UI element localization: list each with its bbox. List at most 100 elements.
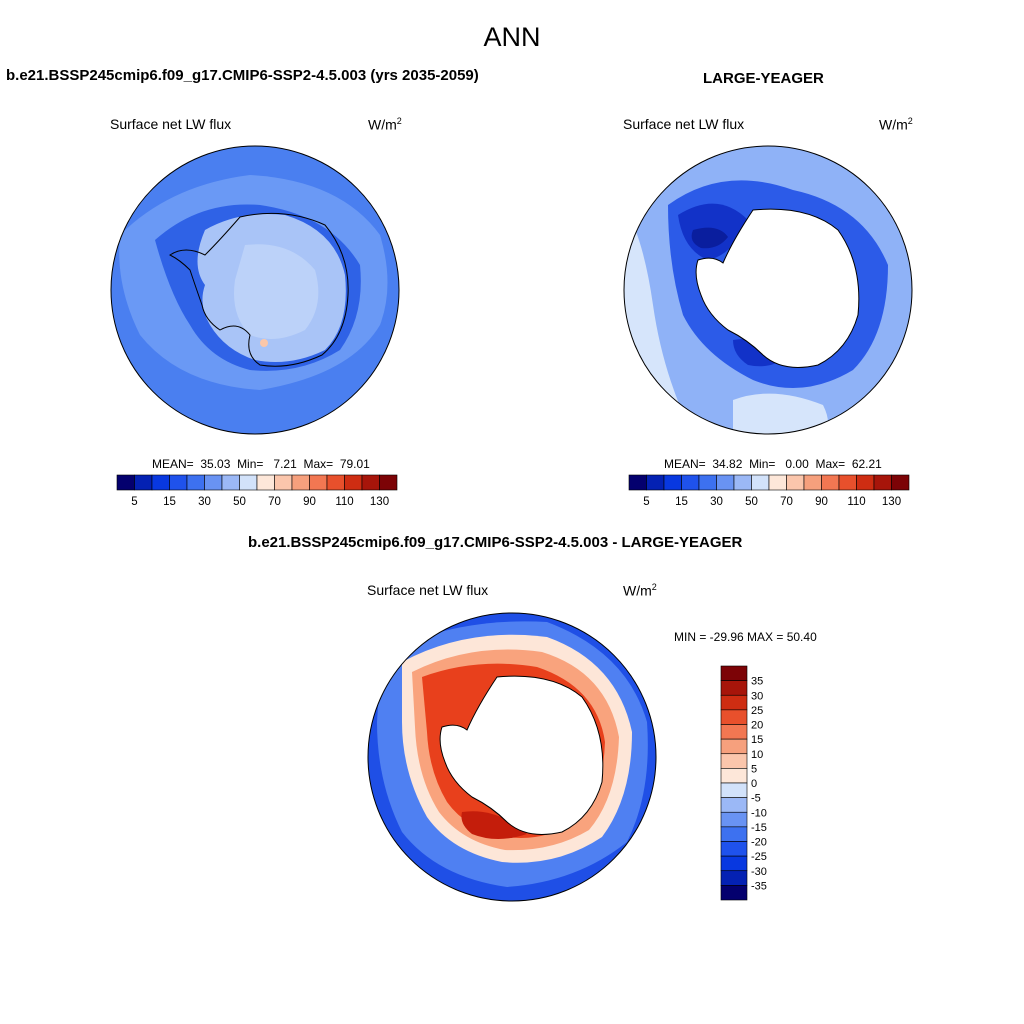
colorbar-diff-tick-label: 35 xyxy=(751,676,763,688)
colorbar-obs-tick-label: 70 xyxy=(780,496,793,508)
colorbar-diff-box xyxy=(720,738,748,755)
colorbar-diff-tick-label: -15 xyxy=(751,822,767,834)
colorbar-diff-tick-label: -10 xyxy=(751,807,767,819)
colorbar-model-tick-label: 110 xyxy=(335,496,353,508)
units-label-model: W/m2 xyxy=(368,116,402,133)
model-interior xyxy=(234,244,319,339)
colorbar-obs-box xyxy=(681,474,700,491)
colorbar-model-tick-label: 50 xyxy=(233,496,246,508)
colorbar-model-box xyxy=(151,474,170,491)
colorbar-model-box xyxy=(309,474,328,491)
colorbar-obs-box xyxy=(646,474,665,491)
diff-coastal-dark xyxy=(461,811,527,839)
stats-obs: MEAN= 34.82 Min= 0.00 Max= 62.21 xyxy=(664,457,882,471)
colorbar-model: 5 15 30 50 70 90 110 130 xyxy=(116,474,398,508)
colorbar-obs-box xyxy=(751,474,770,491)
colorbar-model-box xyxy=(274,474,293,491)
colorbar-diff-box xyxy=(720,753,748,769)
colorbar-diff-box xyxy=(720,724,748,740)
stats-model: MEAN= 35.03 Min= 7.21 Max= 79.01 xyxy=(152,457,370,471)
colorbar-diff-tick-label: -5 xyxy=(751,793,761,805)
colorbar-obs-box xyxy=(838,474,857,491)
colorbar-diff-tick-label: 30 xyxy=(751,690,763,702)
colorbar-obs-tick-label: 110 xyxy=(847,496,865,508)
colorbar-model-tick-label: 70 xyxy=(268,496,281,508)
colorbar-diff-box xyxy=(720,709,748,725)
colorbar-obs-tick-label: 5 xyxy=(643,496,649,508)
colorbar-diff-box xyxy=(720,826,748,842)
obs-land xyxy=(695,208,860,368)
polar-map-model xyxy=(110,145,400,435)
colorbar-diff-box xyxy=(720,665,748,681)
colorbar-obs-box xyxy=(891,474,910,491)
polar-map-diff xyxy=(367,612,657,902)
colorbar-diff-tick-label: 5 xyxy=(751,763,757,775)
colorbar-diff-box xyxy=(720,811,748,828)
colorbar-model-tick-label: 90 xyxy=(303,496,316,508)
colorbar-diff-tick-label: 20 xyxy=(751,720,763,732)
colorbar-diff-box xyxy=(720,870,748,886)
minmax-diff: MIN = -29.96 MAX = 50.40 xyxy=(674,630,817,644)
panel-title-diff: b.e21.BSSP245cmip6.f09_g17.CMIP6-SSP2-4.… xyxy=(248,534,743,551)
colorbar-model-tick-label: 30 xyxy=(198,496,211,508)
colorbar-model-box xyxy=(326,474,345,491)
colorbar-obs-tick-label: 30 xyxy=(710,496,723,508)
colorbar-diff-tick-label: 10 xyxy=(751,749,763,761)
colorbar-diff-tick-label: -25 xyxy=(751,851,767,863)
colorbar-diff-box xyxy=(720,797,748,813)
colorbar-diff-box xyxy=(720,768,748,784)
colorbar-obs-tick-label: 15 xyxy=(675,496,688,508)
figure-title: ANN xyxy=(483,22,541,52)
colorbar-diff-box xyxy=(720,841,748,857)
colorbar-obs-box xyxy=(698,474,717,491)
colorbar-obs-box xyxy=(663,474,682,491)
obs-core xyxy=(691,227,728,249)
units-label-obs: W/m2 xyxy=(879,116,913,133)
colorbar-model-tick-label: 15 xyxy=(163,496,176,508)
colorbar-model-box xyxy=(116,474,135,491)
colorbar-model-box xyxy=(256,474,275,491)
colorbar-obs-box xyxy=(856,474,875,491)
colorbar-model-box xyxy=(169,474,188,491)
polar-map-obs xyxy=(623,145,913,435)
colorbar-diff-tick-label: -35 xyxy=(751,880,767,892)
colorbar-model-box xyxy=(344,474,363,491)
colorbar-diff-tick-label: -20 xyxy=(751,837,767,849)
colorbar-diff-box xyxy=(720,855,748,872)
colorbar-diff-tick-label: 15 xyxy=(751,734,763,746)
units-label-diff: W/m2 xyxy=(623,582,657,599)
colorbar-diff-tick-label: 25 xyxy=(751,705,763,717)
colorbar-obs-box xyxy=(786,474,805,491)
panel-title-obs: LARGE-YEAGER xyxy=(703,70,824,87)
colorbar-obs: 5 15 30 50 70 90 110 130 xyxy=(628,474,910,508)
colorbar-diff-tick-label: 0 xyxy=(751,778,757,790)
colorbar-model-box xyxy=(221,474,240,491)
variable-label-model: Surface net LW flux xyxy=(110,116,232,132)
colorbar-obs-tick-label: 90 xyxy=(815,496,828,508)
colorbar-obs-tick-label: 50 xyxy=(745,496,758,508)
colorbar-obs-tick-label: 130 xyxy=(882,496,901,508)
colorbar-obs-box xyxy=(821,474,840,491)
colorbar-diff-tick-label: -30 xyxy=(751,866,767,878)
colorbar-model-box xyxy=(379,474,398,491)
panel-title-model: b.e21.BSSP245cmip6.f09_g17.CMIP6-SSP2-4.… xyxy=(6,67,479,84)
model-coastline xyxy=(169,212,349,367)
colorbar-obs-box xyxy=(716,474,735,491)
colorbar-obs-box xyxy=(768,474,787,491)
colorbar-diff-box xyxy=(720,680,748,696)
colorbar-model-box xyxy=(186,474,205,491)
colorbar-model-box xyxy=(134,474,153,491)
colorbar-obs-box xyxy=(733,474,752,491)
colorbar-diff-box xyxy=(720,694,748,711)
colorbar-diff-box xyxy=(720,885,748,901)
colorbar-obs-box xyxy=(803,474,822,491)
colorbar-model-box xyxy=(291,474,310,491)
colorbar-diff: 35 30 25 20 15 10 5 0 -5 -10 -15 -20 -25 -30 -35 xyxy=(720,665,767,901)
model-warm-spot xyxy=(260,339,268,347)
colorbar-model-box xyxy=(204,474,223,491)
colorbar-model-tick-label: 5 xyxy=(131,496,137,508)
colorbar-model-tick-label: 130 xyxy=(370,496,389,508)
colorbar-model-box xyxy=(361,474,380,491)
variable-label-diff: Surface net LW flux xyxy=(367,582,489,598)
variable-label-obs: Surface net LW flux xyxy=(623,116,745,132)
